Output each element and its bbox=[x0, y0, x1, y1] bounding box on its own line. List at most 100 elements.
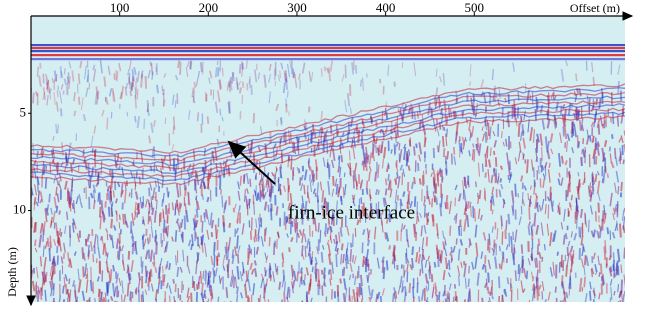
reflection bbox=[271, 275, 272, 281]
reflection bbox=[176, 255, 177, 265]
reflection bbox=[506, 139, 507, 147]
reflection bbox=[471, 206, 472, 217]
reflection bbox=[384, 267, 385, 279]
reflection bbox=[528, 226, 529, 235]
reflection bbox=[499, 296, 500, 308]
reflection bbox=[511, 236, 512, 245]
reflection bbox=[321, 111, 322, 121]
reflection bbox=[93, 254, 94, 262]
x-tick-label: 200 bbox=[199, 0, 219, 15]
reflection bbox=[363, 256, 364, 267]
reflection bbox=[386, 112, 387, 120]
reflection bbox=[442, 177, 443, 182]
reflection bbox=[494, 151, 495, 155]
reflection bbox=[198, 112, 199, 121]
reflection bbox=[605, 140, 606, 147]
reflection bbox=[459, 140, 460, 151]
reflection bbox=[148, 278, 149, 287]
reflection bbox=[527, 271, 528, 279]
reflection bbox=[564, 235, 565, 244]
reflection bbox=[146, 76, 147, 89]
reflection bbox=[223, 215, 224, 226]
reflection bbox=[131, 221, 132, 233]
reflection bbox=[218, 297, 219, 303]
reflection bbox=[129, 73, 130, 84]
reflection bbox=[59, 180, 60, 185]
reflection bbox=[375, 172, 376, 182]
reflection bbox=[624, 130, 625, 135]
reflection bbox=[63, 286, 64, 294]
reflection bbox=[304, 280, 305, 285]
reflection bbox=[49, 248, 50, 261]
reflection bbox=[501, 166, 502, 170]
reflection bbox=[113, 190, 114, 197]
reflection bbox=[464, 299, 465, 307]
reflection bbox=[386, 188, 387, 195]
reflection bbox=[420, 269, 421, 276]
reflection bbox=[623, 294, 624, 305]
reflection bbox=[53, 298, 54, 307]
reflection bbox=[112, 202, 113, 207]
reflection bbox=[219, 253, 220, 257]
surface-band bbox=[31, 44, 625, 46]
reflection bbox=[562, 282, 563, 288]
reflection bbox=[174, 117, 175, 130]
reflection bbox=[492, 210, 493, 215]
reflection bbox=[336, 254, 337, 267]
reflection bbox=[69, 278, 70, 284]
reflection bbox=[359, 290, 360, 298]
reflection bbox=[317, 195, 318, 203]
reflection bbox=[79, 74, 80, 85]
reflection bbox=[116, 198, 117, 203]
reflection bbox=[555, 287, 556, 293]
reflection bbox=[464, 209, 465, 215]
reflection bbox=[184, 180, 185, 190]
reflection bbox=[159, 267, 160, 279]
reflection bbox=[197, 252, 198, 261]
reflection bbox=[114, 73, 115, 80]
reflection bbox=[320, 230, 321, 243]
reflection bbox=[67, 212, 68, 220]
reflection bbox=[219, 80, 220, 90]
reflection bbox=[321, 68, 322, 76]
reflection bbox=[64, 68, 65, 74]
reflection bbox=[566, 233, 567, 239]
reflection bbox=[363, 78, 364, 91]
reflection bbox=[302, 245, 303, 256]
reflection bbox=[369, 171, 370, 181]
reflection bbox=[456, 133, 457, 141]
reflection bbox=[307, 301, 308, 309]
surface-band bbox=[31, 58, 625, 60]
reflection bbox=[582, 223, 583, 234]
reflection bbox=[523, 124, 524, 136]
reflection bbox=[93, 282, 94, 294]
reflection bbox=[128, 283, 129, 297]
reflection bbox=[456, 238, 457, 244]
reflection bbox=[439, 292, 440, 301]
reflection bbox=[142, 261, 143, 273]
reflection bbox=[624, 248, 625, 259]
reflection bbox=[116, 301, 117, 309]
reflection bbox=[488, 123, 489, 137]
reflection bbox=[459, 249, 460, 261]
reflection bbox=[503, 200, 504, 208]
reflection bbox=[54, 301, 56, 309]
reflection bbox=[110, 169, 111, 177]
reflection bbox=[327, 228, 328, 234]
reflection bbox=[264, 75, 265, 88]
reflection bbox=[67, 298, 68, 309]
reflection bbox=[41, 287, 42, 300]
reflection bbox=[165, 118, 166, 124]
reflection bbox=[566, 292, 567, 298]
reflection bbox=[191, 61, 192, 69]
reflection bbox=[380, 79, 381, 83]
reflection bbox=[196, 196, 197, 201]
reflection bbox=[149, 271, 150, 279]
reflection bbox=[614, 208, 615, 212]
reflection bbox=[391, 149, 392, 153]
reflection bbox=[254, 113, 255, 123]
reflection bbox=[143, 236, 144, 250]
reflection bbox=[56, 74, 57, 82]
reflection bbox=[322, 270, 323, 275]
reflection bbox=[271, 208, 272, 220]
